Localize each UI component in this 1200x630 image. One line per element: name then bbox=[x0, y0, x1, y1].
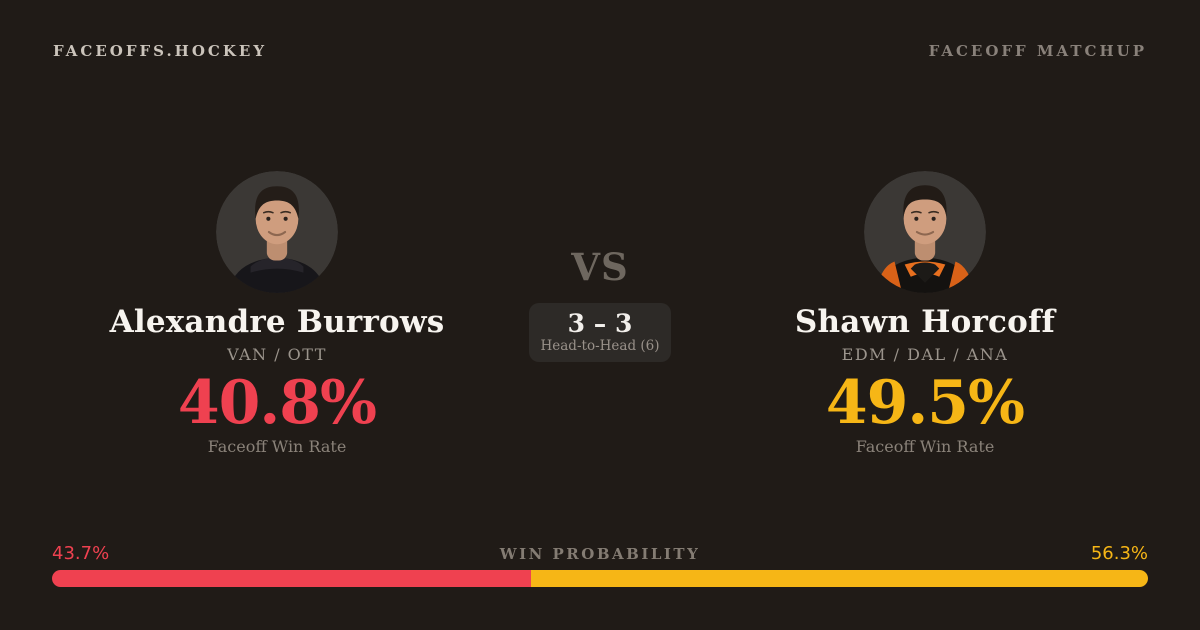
win-probability-left-pct: 43.7% bbox=[52, 543, 110, 564]
win-bar-left-segment bbox=[52, 570, 531, 587]
winrate-label-left: Faceoff Win Rate bbox=[207, 436, 347, 456]
versus-panel: VS 3 – 3 Head-to-Head (6) bbox=[529, 249, 671, 362]
win-probability-right-pct: 56.3% bbox=[1090, 543, 1148, 564]
player-winrate-left: 40.8% bbox=[177, 367, 377, 438]
player-avatar-right bbox=[864, 171, 986, 293]
winrate-label-right: Faceoff Win Rate bbox=[855, 436, 995, 456]
player-winrate-right: 49.5% bbox=[825, 367, 1025, 438]
win-probability-title: WIN PROBABILITY bbox=[499, 545, 701, 563]
player-photo-icon bbox=[864, 171, 986, 293]
player-panel-left: Alexandre Burrows VAN / OTT 40.8% Faceof… bbox=[47, 171, 507, 456]
win-bar-right-segment bbox=[530, 570, 1148, 587]
vs-label: VS bbox=[571, 245, 629, 289]
head-to-head-score: 3 – 3 bbox=[567, 309, 633, 339]
player-name-left: Alexandre Burrows bbox=[109, 304, 445, 340]
head-to-head-box: 3 – 3 Head-to-Head (6) bbox=[529, 303, 671, 362]
head-to-head-label: Head-to-Head (6) bbox=[540, 337, 660, 354]
brand-title: FACEOFFS.HOCKEY bbox=[53, 42, 268, 60]
page-title: FACEOFF MATCHUP bbox=[928, 42, 1147, 60]
player-teams-left: VAN / OTT bbox=[227, 344, 327, 364]
win-probability-labels: 43.7% WIN PROBABILITY 56.3% bbox=[52, 543, 1148, 565]
player-photo-icon bbox=[216, 171, 338, 293]
player-teams-right: EDM / DAL / ANA bbox=[841, 344, 1009, 364]
player-name-right: Shawn Horcoff bbox=[794, 304, 1056, 340]
player-avatar-left bbox=[216, 171, 338, 293]
player-panel-right: Shawn Horcoff EDM / DAL / ANA 49.5% Face… bbox=[695, 171, 1155, 456]
win-probability-bar bbox=[52, 570, 1148, 587]
